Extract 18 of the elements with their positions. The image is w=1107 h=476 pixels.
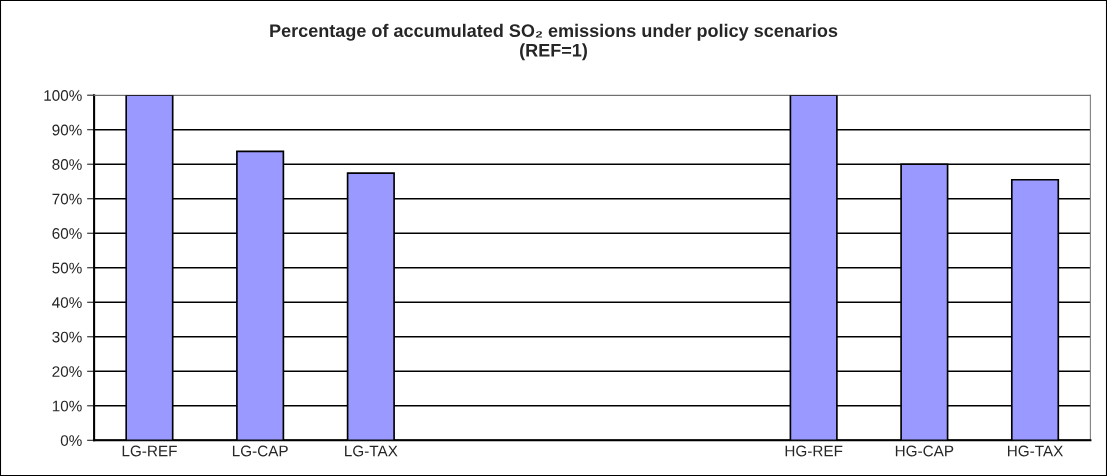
y-tick-label: 70% [52, 193, 82, 205]
y-tick-label: 90% [52, 124, 82, 136]
y-tick-label: 0% [60, 435, 82, 446]
x-tick-label: HG-TAX [1008, 445, 1064, 457]
x-tick-label: LG-CAP [232, 445, 288, 457]
x-tick-label: HG-REF [785, 445, 843, 457]
x-tick-label: LG-REF [122, 445, 177, 457]
y-tick-label: 80% [52, 159, 82, 170]
y-tick-label: 100% [44, 90, 82, 101]
y-tick-label: 40% [52, 297, 82, 308]
chart-title: Percentage of accumulated SO₂ emissions under policy scenarios (REF=1) [270, 23, 838, 61]
y-tick-label: 60% [52, 228, 82, 239]
y-tick-label: 10% [52, 400, 82, 412]
y-tick-label: 50% [52, 262, 82, 274]
y-tick-label: 30% [52, 331, 82, 343]
x-tick-label: LG-TAX [345, 445, 398, 457]
y-tick-label: 20% [52, 366, 82, 377]
x-tick-label: HG-CAP [895, 445, 954, 457]
